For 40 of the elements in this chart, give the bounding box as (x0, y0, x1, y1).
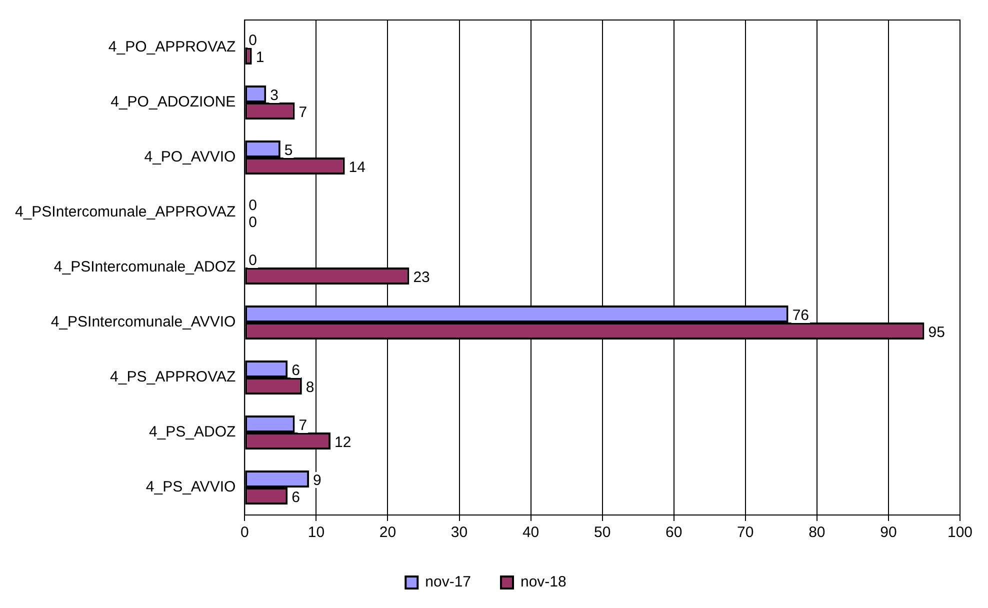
y-tick-label: 4_PO_ADOZIONE (110, 94, 236, 111)
data-label: 8 (306, 379, 314, 396)
x-tick-label: 50 (594, 524, 611, 542)
data-label: 0 (248, 32, 258, 50)
x-tick-label: 90 (880, 524, 897, 542)
y-tick-label: 4_PS_APPROVAZ (110, 368, 236, 386)
data-label: 14 (348, 159, 366, 176)
y-tick-label: 4_PO_APPROVAZ (108, 38, 236, 56)
data-label: 3 (270, 87, 278, 104)
x-tick-label: 40 (522, 524, 540, 542)
legend-label: nov-17 (425, 574, 472, 591)
y-tick-label: 4_PS_AVVIO (146, 478, 236, 496)
data-label: 95 (928, 324, 945, 342)
x-tick-label: 70 (737, 524, 754, 542)
data-label: 6 (292, 362, 300, 380)
data-label: 0 (248, 214, 258, 232)
data-label: 7 (298, 417, 308, 434)
data-label: 0 (248, 252, 258, 270)
y-tick-label: 4_PSIntercomunale_ADOZ (54, 258, 236, 276)
data-label: 12 (334, 434, 352, 452)
data-label: 9 (313, 472, 322, 490)
data-label: 5 (284, 142, 293, 160)
x-tick-label: 60 (666, 524, 682, 542)
data-label: 23 (413, 269, 430, 286)
y-tick-label: 4_PSIntercomunale_APPROVAZ (14, 204, 236, 221)
x-tick-label: 80 (808, 524, 826, 542)
data-label: 1 (256, 49, 264, 66)
x-tick-label: 30 (450, 524, 468, 542)
x-tick-label: 100 (947, 524, 973, 542)
y-tick-label: 4_PO_AVVIO (144, 148, 236, 166)
data-label: 6 (292, 489, 300, 506)
legend-label: nov-18 (520, 574, 566, 591)
data-label: 7 (298, 104, 308, 122)
y-tick-label: 4_PS_ADOZ (148, 424, 236, 441)
data-label: 0 (248, 197, 258, 214)
data-label: 76 (792, 307, 810, 324)
x-tick-label: 0 (240, 524, 249, 542)
x-tick-label: 10 (308, 524, 325, 542)
x-tick-label: 20 (379, 524, 396, 542)
y-tick-label: 4_PSIntercomunale_AVVIO (50, 314, 236, 331)
